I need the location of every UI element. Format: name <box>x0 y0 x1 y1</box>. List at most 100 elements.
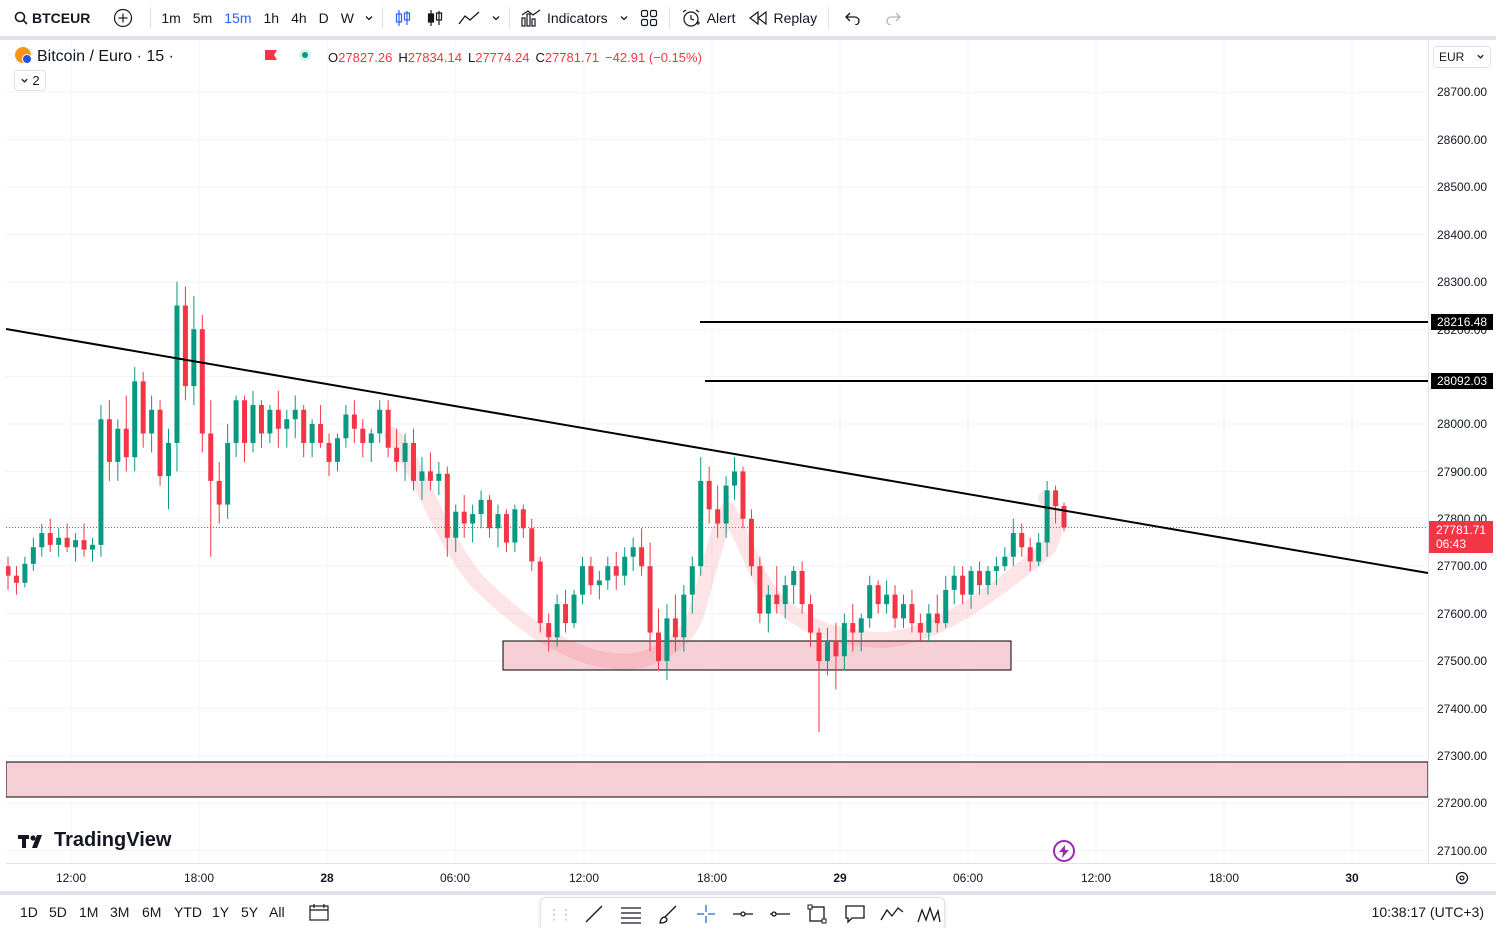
candle-body <box>30 547 36 564</box>
layout-templates-button[interactable] <box>633 0 665 36</box>
crosshair-tool-icon[interactable] <box>691 899 720 928</box>
interval-1h-button[interactable]: 1h <box>263 10 280 26</box>
settings-icon[interactable] <box>1455 871 1469 890</box>
price-tick-label: 28400.00 <box>1437 228 1488 242</box>
currency-select[interactable]: EUR <box>1433 46 1491 68</box>
interval-1m-button[interactable]: 1m <box>161 10 181 26</box>
candle-body <box>765 594 771 614</box>
range-3m-button[interactable]: 3M <box>110 904 130 920</box>
candle-body <box>909 604 915 624</box>
line-chart-type-button[interactable] <box>451 0 487 36</box>
candle-body <box>808 604 814 633</box>
candle-body <box>824 642 830 661</box>
candle-body <box>960 575 966 595</box>
candle-body <box>157 409 163 477</box>
currency-label: EUR <box>1439 50 1465 64</box>
price-tick-label: 27500.00 <box>1437 654 1488 668</box>
candle-body <box>546 623 552 638</box>
indicators-collapse-button[interactable]: 2 <box>14 70 46 91</box>
callout-tool-icon[interactable] <box>840 899 869 928</box>
chart-type-dropdown-button[interactable] <box>487 0 505 36</box>
candle-body <box>520 509 526 529</box>
rectangle-tool-icon[interactable] <box>803 899 832 928</box>
candlestick-chart[interactable] <box>6 40 1428 863</box>
candle-body <box>639 547 645 567</box>
date-range-icon[interactable] <box>309 903 329 924</box>
candle-body <box>529 528 535 562</box>
chart-pane[interactable] <box>6 40 1428 863</box>
candle-body <box>596 580 602 586</box>
fib-retracement-tool-icon[interactable] <box>616 899 645 928</box>
range-5y-button[interactable]: 5Y <box>241 904 259 920</box>
line-chart-icon <box>458 10 480 26</box>
time-axis[interactable]: 12:00 18:00 28 06:00 12:00 18:00 29 06:00 12:00 1… <box>6 863 1496 891</box>
horizontal-line-tool-icon[interactable] <box>765 899 794 928</box>
range-6m-button[interactable]: 6M <box>142 904 162 920</box>
candles-chart-type-button[interactable] <box>419 0 451 36</box>
candle-body <box>292 409 298 420</box>
candle-body <box>56 537 62 545</box>
symbol-search-button[interactable]: BTCEUR <box>0 0 97 36</box>
indicators-dropdown-button[interactable] <box>615 0 633 36</box>
undo-button[interactable] <box>833 0 873 36</box>
range-1y-button[interactable]: 1Y <box>212 904 230 920</box>
clock-timezone[interactable]: 10:38:17 (UTC+3) <box>1371 904 1484 920</box>
symbol-title[interactable]: Bitcoin / Euro · 15 · <box>37 48 174 65</box>
chevron-down-icon <box>364 13 374 23</box>
candle-body <box>487 499 493 529</box>
path-tool-icon[interactable] <box>877 899 906 928</box>
price-tick-label: 27200.00 <box>1437 796 1488 810</box>
brush-tool-icon[interactable] <box>654 899 683 928</box>
indicators-button[interactable]: Indicators <box>514 0 615 36</box>
replay-button[interactable]: Replay <box>742 0 824 36</box>
range-1d-button[interactable]: 1D <box>20 904 38 920</box>
compare-symbol-button[interactable] <box>97 0 140 36</box>
time-tick-label: 06:00 <box>952 871 984 885</box>
interval-5m-button[interactable]: 5m <box>192 10 213 26</box>
range-1m-button[interactable]: 1M <box>79 904 99 920</box>
candle-body <box>216 480 222 505</box>
drawing-toolbar: ⋮⋮ <box>540 897 945 928</box>
candle-body <box>149 409 155 434</box>
toolbar-border <box>0 36 1496 40</box>
time-tick-label: 18:00 <box>183 871 215 885</box>
redo-button[interactable] <box>873 0 913 36</box>
bars-chart-type-button[interactable] <box>387 0 419 36</box>
symbol-label: BTCEUR <box>32 10 91 26</box>
candle-body <box>140 381 146 434</box>
interval-dropdown-button[interactable] <box>360 0 378 36</box>
interval-d-button[interactable]: D <box>318 10 329 26</box>
candle-body <box>191 329 197 387</box>
range-all-button[interactable]: All <box>269 904 285 920</box>
trend-line-tool-icon[interactable] <box>579 899 608 928</box>
range-5d-button[interactable]: 5D <box>49 904 67 920</box>
interval-15m-button[interactable]: 15m <box>224 10 252 26</box>
market-closed-flag-icon <box>264 48 278 66</box>
interval-4h-button[interactable]: 4h <box>291 10 307 26</box>
candle-body <box>98 419 104 545</box>
candle-body <box>917 623 923 633</box>
indicators-label: Indicators <box>546 10 608 26</box>
candle-body <box>875 585 881 605</box>
candle-body <box>630 547 636 557</box>
interval-w-button[interactable]: W <box>340 10 354 26</box>
candle-body <box>605 566 611 581</box>
drag-handle-icon[interactable]: ⋮⋮ <box>547 905 573 922</box>
alert-button[interactable]: Alert <box>674 0 743 36</box>
price-tick-label: 27100.00 <box>1437 844 1488 858</box>
candle-body <box>588 566 594 586</box>
candle-body <box>951 575 957 590</box>
candle-body <box>1002 556 1008 567</box>
price-tick-label: 28500.00 <box>1437 180 1488 194</box>
ohlc-readout: O27827.26 H27834.14 L27774.24 C27781.71 … <box>328 50 702 65</box>
candle-body <box>73 540 79 548</box>
horizontal-ray-tool-icon[interactable] <box>728 899 757 928</box>
candle-body <box>309 424 315 443</box>
price-axis[interactable]: EUR 28700.00 28600.00 28500.00 28400.00 2830… <box>1428 40 1496 863</box>
undo-icon <box>845 11 861 25</box>
candle-body <box>537 561 543 624</box>
lightning-icon[interactable] <box>1053 840 1075 862</box>
time-tick-label: 18:00 <box>1208 871 1240 885</box>
range-ytd-button[interactable]: YTD <box>174 904 202 920</box>
pattern-tool-icon[interactable] <box>915 899 944 928</box>
